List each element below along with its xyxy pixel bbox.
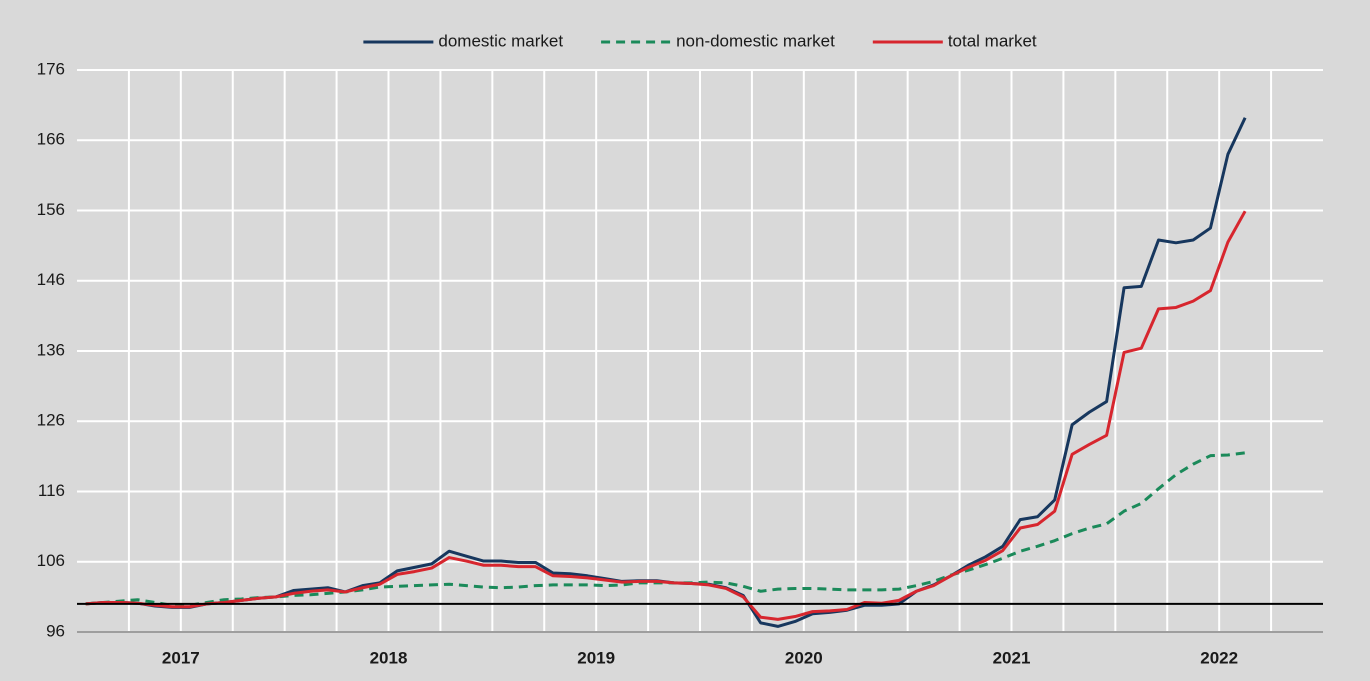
y-tick-label: 146 — [37, 270, 65, 289]
legend-label: domestic market — [438, 31, 563, 50]
y-tick-label: 176 — [37, 59, 65, 78]
x-tick-label: 2022 — [1200, 648, 1238, 667]
x-tick-label: 2019 — [577, 648, 615, 667]
grid — [77, 69, 1323, 633]
x-tick-label: 2018 — [370, 648, 408, 667]
legend-label: non-domestic market — [676, 31, 835, 50]
y-tick-label: 166 — [37, 130, 65, 149]
axes: 96 106 116 126 136 146 156 166 176 2017 2018 2019 20… — [37, 59, 1323, 667]
data-line — [85, 451, 1246, 607]
y-tick-label: 126 — [37, 411, 65, 430]
data-line — [85, 210, 1247, 621]
legend: domestic market non-domestic market total … — [363, 31, 1037, 50]
y-tick-label: 156 — [37, 200, 65, 219]
lines — [85, 117, 1247, 628]
x-tick-label: 2017 — [162, 648, 200, 667]
x-tick-label: 2021 — [993, 648, 1031, 667]
y-tick-label: 116 — [38, 481, 65, 500]
x-tick-label: 2020 — [785, 648, 823, 667]
legend-label: total market — [948, 31, 1037, 50]
y-tick-label: 136 — [37, 340, 65, 359]
y-tick-label: 96 — [46, 621, 65, 640]
y-tick-label: 106 — [37, 551, 65, 570]
